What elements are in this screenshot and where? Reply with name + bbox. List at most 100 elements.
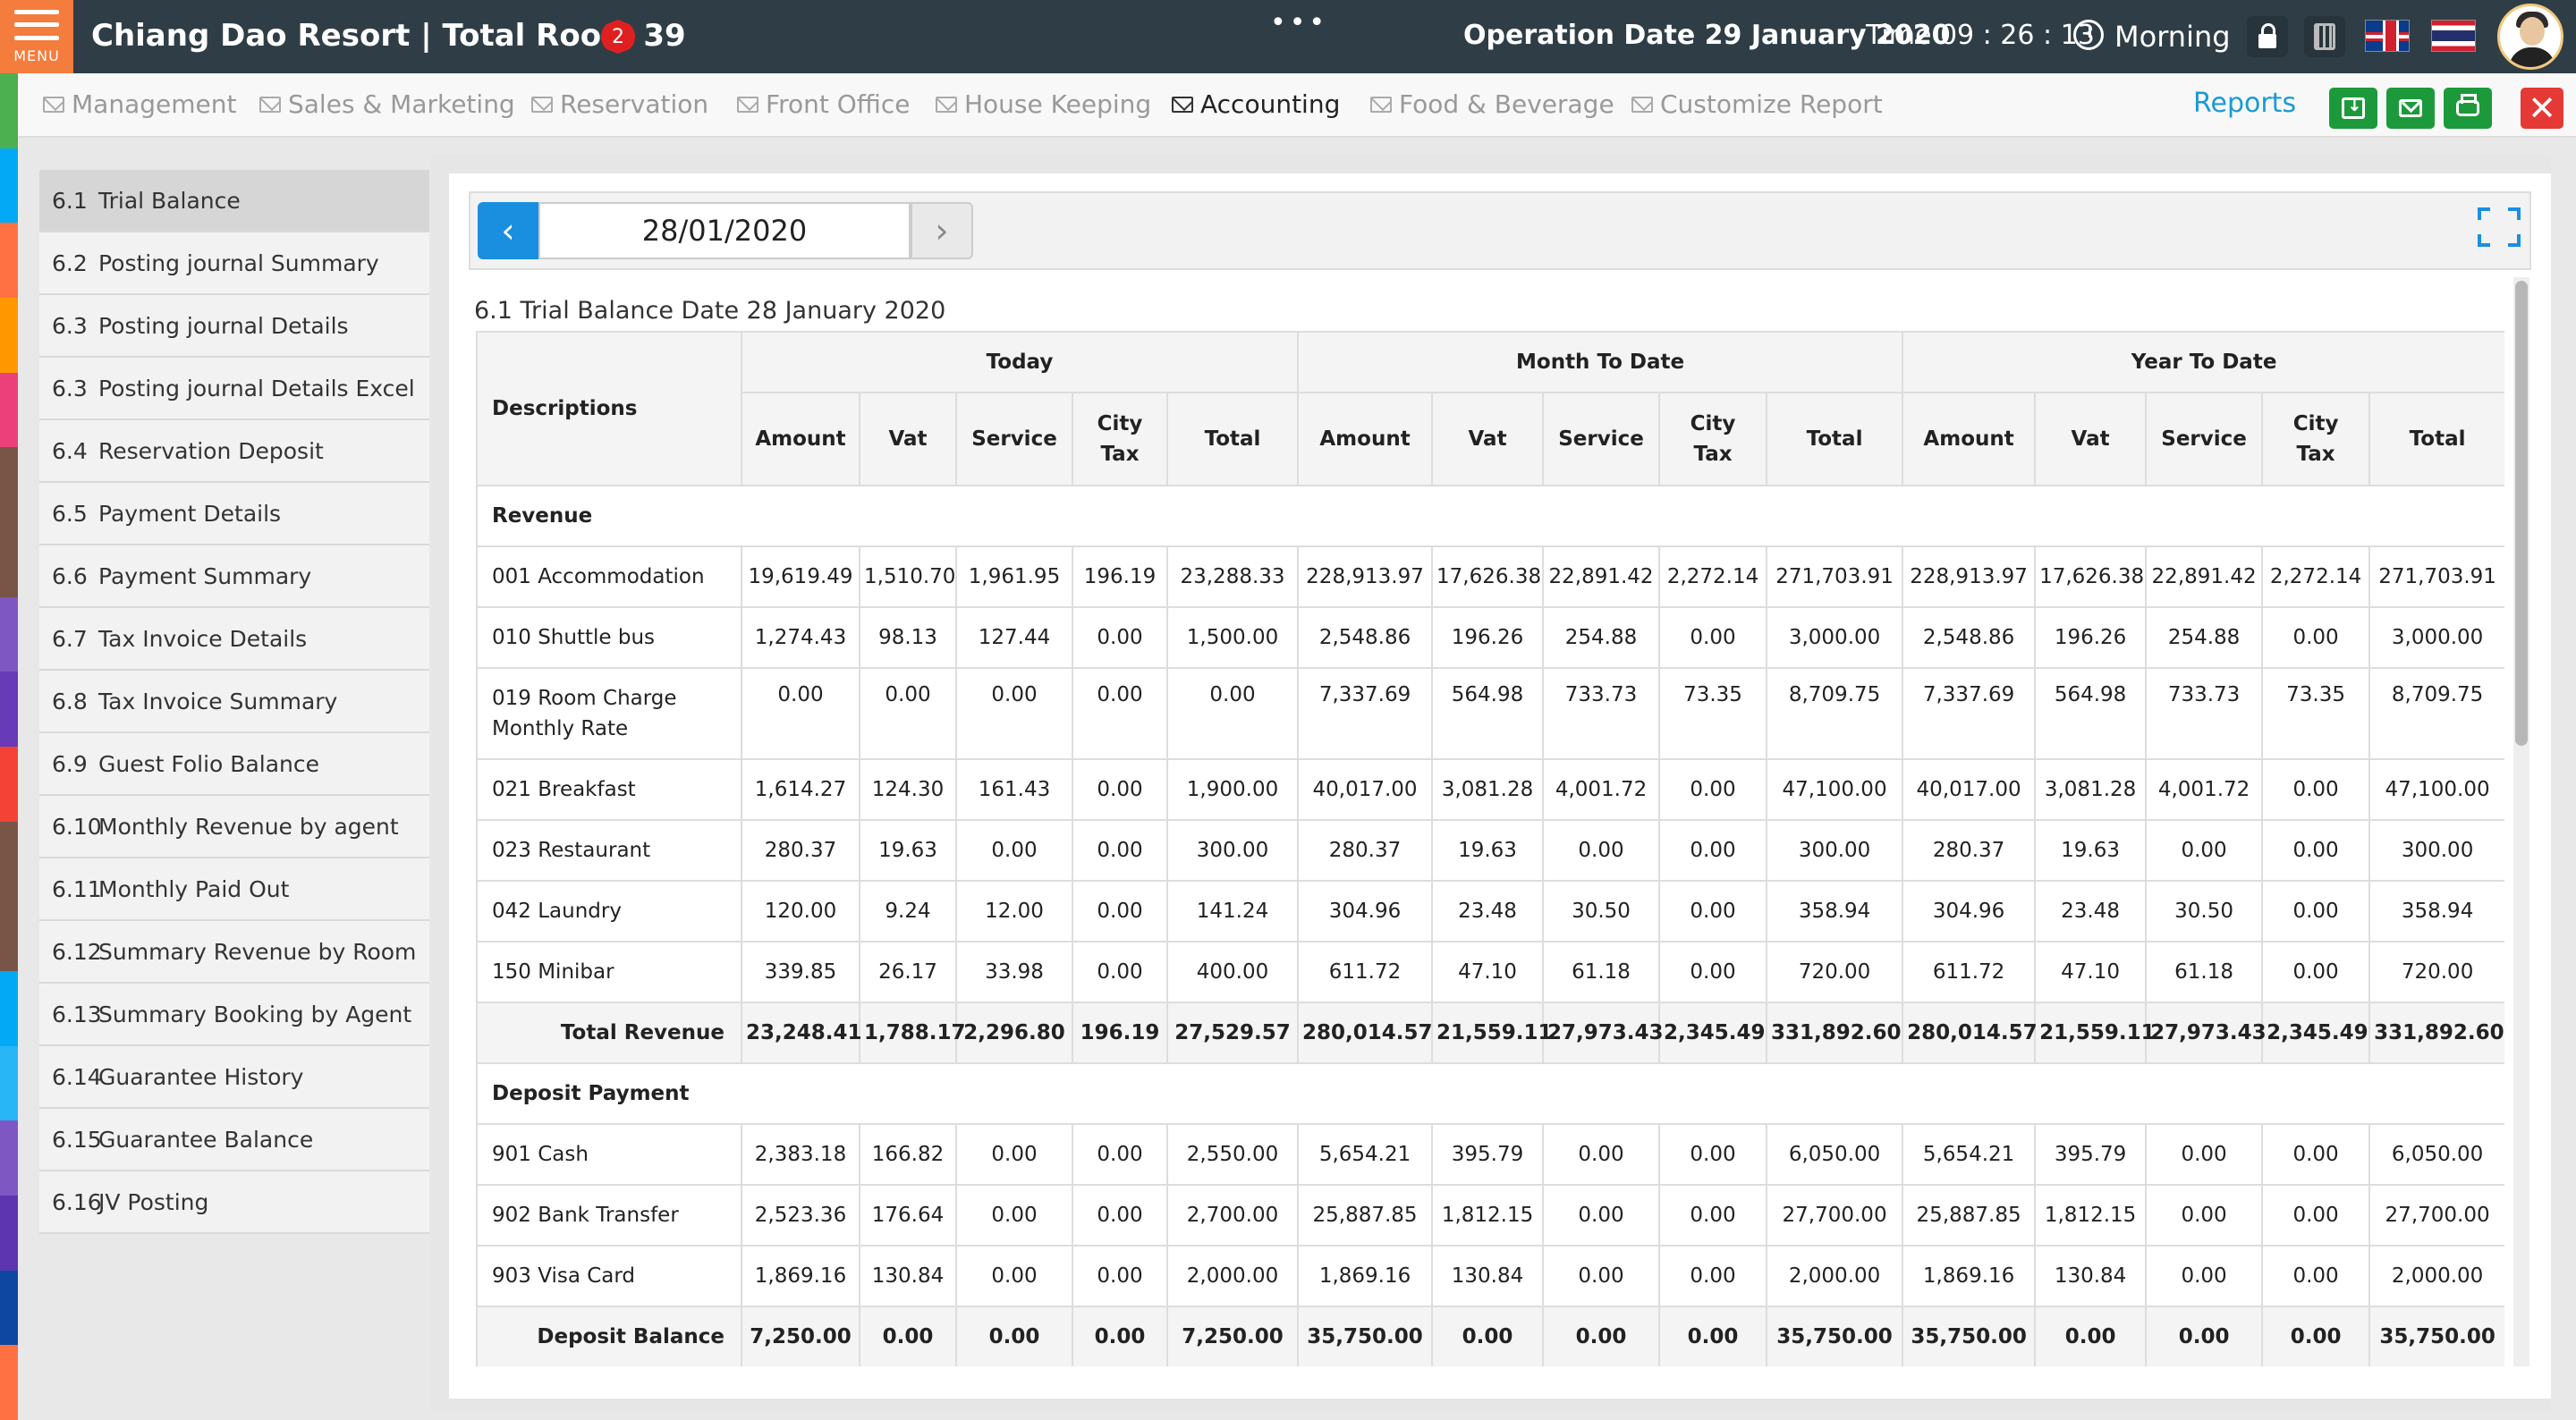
section-label: Revenue bbox=[476, 485, 2504, 547]
nav-food-beverage[interactable]: Food & Beverage bbox=[1370, 89, 1614, 119]
menu-button[interactable]: MENU bbox=[0, 0, 73, 73]
scrollbar-thumb[interactable] bbox=[2515, 281, 2528, 746]
user-avatar[interactable] bbox=[2497, 4, 2563, 70]
cell-value: 564.98 bbox=[1431, 667, 1545, 760]
cell-value: 12.00 bbox=[955, 880, 1073, 942]
sidebar-item[interactable]: 6.9 Guest Folio Balance bbox=[39, 733, 429, 796]
next-date-button[interactable]: › bbox=[911, 202, 973, 259]
sidebar-item-label: Tax Invoice Summary bbox=[98, 688, 338, 714]
sidebar-item[interactable]: 6.6 Payment Summary bbox=[39, 545, 429, 608]
cell-value: 141.24 bbox=[1165, 880, 1300, 942]
date-input[interactable] bbox=[538, 202, 911, 259]
sidebar-item-label: Summary Revenue by Room bbox=[98, 938, 417, 965]
sidebar-item[interactable]: 6.4 Reservation Deposit bbox=[39, 420, 429, 483]
row-description: Total Revenue bbox=[476, 1002, 742, 1064]
group-header-month-to-date: Month To Date bbox=[1297, 331, 1904, 393]
sidebar-item-label: JV Posting bbox=[98, 1188, 209, 1215]
column-header: Total bbox=[1165, 392, 1300, 486]
sidebar-item[interactable]: 6.5 Payment Details bbox=[39, 483, 429, 545]
cell-value: 47,100.00 bbox=[1766, 758, 1904, 821]
cell-value: 23,288.33 bbox=[1165, 545, 1300, 608]
email-button[interactable] bbox=[2386, 88, 2435, 129]
cell-value: 19.63 bbox=[859, 819, 957, 882]
cell-value: 0.00 bbox=[1072, 1123, 1168, 1186]
thai-flag-icon[interactable] bbox=[2431, 20, 2476, 52]
cell-value: 5,654.21 bbox=[1297, 1123, 1434, 1186]
sidebar-item[interactable]: 6.2 Posting journal Summary bbox=[39, 232, 429, 295]
calculator-button[interactable] bbox=[2304, 16, 2345, 57]
cell-value: 98.13 bbox=[859, 606, 957, 669]
cell-value: 1,510.70 bbox=[859, 545, 957, 608]
sidebar-item-number: 6.7 bbox=[52, 625, 88, 652]
nav-customize-report[interactable]: Customize Report bbox=[1631, 89, 1883, 119]
cell-value: 120.00 bbox=[741, 880, 860, 942]
cell-value: 3,000.00 bbox=[1766, 606, 1904, 669]
notification-badge[interactable]: 2 bbox=[601, 20, 635, 54]
cell-value: 0.00 bbox=[1542, 1184, 1661, 1247]
row-description: 019 Room Charge Monthly Rate bbox=[476, 667, 742, 760]
cell-value: 1,614.27 bbox=[741, 758, 860, 821]
cell-value: 0.00 bbox=[1542, 1245, 1661, 1307]
sidebar-item[interactable]: 6.15 Guarantee Balance bbox=[39, 1109, 429, 1171]
nav-house-keeping[interactable]: House Keeping bbox=[936, 89, 1151, 119]
calculator-icon bbox=[2314, 23, 2335, 50]
cell-value: 280.37 bbox=[741, 819, 860, 882]
sidebar-item-label: Reservation Deposit bbox=[98, 437, 324, 464]
sidebar-item[interactable]: 6.1 Trial Balance bbox=[39, 170, 429, 232]
cell-value: 26.17 bbox=[859, 941, 957, 1003]
reports-link[interactable]: Reports bbox=[2193, 88, 2297, 119]
nav-label: Management bbox=[72, 89, 237, 119]
nav-label: Reservation bbox=[560, 89, 709, 119]
cell-value: 339.85 bbox=[741, 941, 860, 1003]
cell-value: 611.72 bbox=[1297, 941, 1434, 1003]
sidebar-item-label: Monthly Paid Out bbox=[98, 875, 290, 902]
group-header-today: Today bbox=[740, 331, 1300, 393]
cell-value: 7,250.00 bbox=[741, 1306, 860, 1366]
row-description: 001 Accommodation bbox=[476, 545, 742, 608]
lock-button[interactable] bbox=[2247, 16, 2288, 57]
sidebar-item[interactable]: 6.10 Monthly Revenue by agent bbox=[39, 796, 429, 858]
table-scrollbar[interactable] bbox=[2513, 277, 2529, 1366]
cell-value: 564.98 bbox=[2034, 667, 2148, 760]
column-header: City Tax bbox=[2261, 392, 2371, 486]
cell-value: 395.79 bbox=[1431, 1123, 1545, 1186]
sidebar-item[interactable]: 6.12 Summary Revenue by Room bbox=[39, 921, 429, 984]
cell-value: 2,383.18 bbox=[741, 1123, 860, 1186]
sidebar-item[interactable]: 6.11 Monthly Paid Out bbox=[39, 858, 429, 921]
nav-reservation[interactable]: Reservation bbox=[531, 89, 708, 119]
nav-sales-marketing[interactable]: Sales & Marketing bbox=[259, 89, 515, 119]
sidebar-item[interactable]: 6.13 Summary Booking by Agent bbox=[39, 984, 429, 1046]
nav-accounting[interactable]: Accounting bbox=[1172, 89, 1340, 119]
sidebar-item-label: Guarantee History bbox=[98, 1063, 304, 1090]
cell-value: 0.00 bbox=[1072, 941, 1168, 1003]
cell-value: 0.00 bbox=[1542, 819, 1661, 882]
row-description: 901 Cash bbox=[476, 1123, 742, 1186]
report-title: 6.1 Trial Balance Date 28 January 2020 bbox=[474, 297, 946, 325]
cell-value: 1,961.95 bbox=[955, 545, 1073, 608]
cell-value: 0.00 bbox=[1072, 667, 1168, 760]
sidebar-item[interactable]: 6.3 Posting journal Details bbox=[39, 295, 429, 358]
print-button[interactable] bbox=[2444, 88, 2492, 129]
cell-value: 0.00 bbox=[1072, 819, 1168, 882]
english-flag-icon[interactable] bbox=[2365, 20, 2410, 52]
sidebar-item-number: 6.4 bbox=[52, 437, 88, 464]
download-button[interactable] bbox=[2329, 88, 2377, 129]
close-button[interactable]: ✕ bbox=[2521, 88, 2563, 129]
deposit-balance-row: Deposit Balance 7,250.00 0.00 0.00 0.00 7,250… bbox=[476, 1306, 2504, 1366]
envelope-icon bbox=[531, 96, 553, 113]
table-row: 019 Room Charge Monthly Rate 0.00 0.00 0.00… bbox=[476, 667, 2504, 760]
sidebar-item[interactable]: 6.8 Tax Invoice Summary bbox=[39, 671, 429, 733]
sidebar-item[interactable]: 6.7 Tax Invoice Details bbox=[39, 608, 429, 671]
sidebar-item[interactable]: 6.16 JV Posting bbox=[39, 1171, 429, 1234]
previous-date-button[interactable]: ‹ bbox=[478, 202, 538, 259]
cell-value: 40,017.00 bbox=[1902, 758, 2037, 821]
sidebar-item[interactable]: 6.14 Guarantee History bbox=[39, 1046, 429, 1109]
nav-front-office[interactable]: Front Office bbox=[737, 89, 910, 119]
more-options-icon[interactable]: ••• bbox=[1270, 7, 1329, 38]
column-header: City Tax bbox=[1072, 392, 1168, 486]
fullscreen-icon[interactable] bbox=[2478, 207, 2521, 247]
cell-value: 27,700.00 bbox=[2368, 1184, 2504, 1247]
nav-management[interactable]: Management bbox=[43, 89, 236, 119]
sidebar-item[interactable]: 6.3 Posting journal Details Excel bbox=[39, 358, 429, 420]
color-strip bbox=[0, 73, 18, 1420]
